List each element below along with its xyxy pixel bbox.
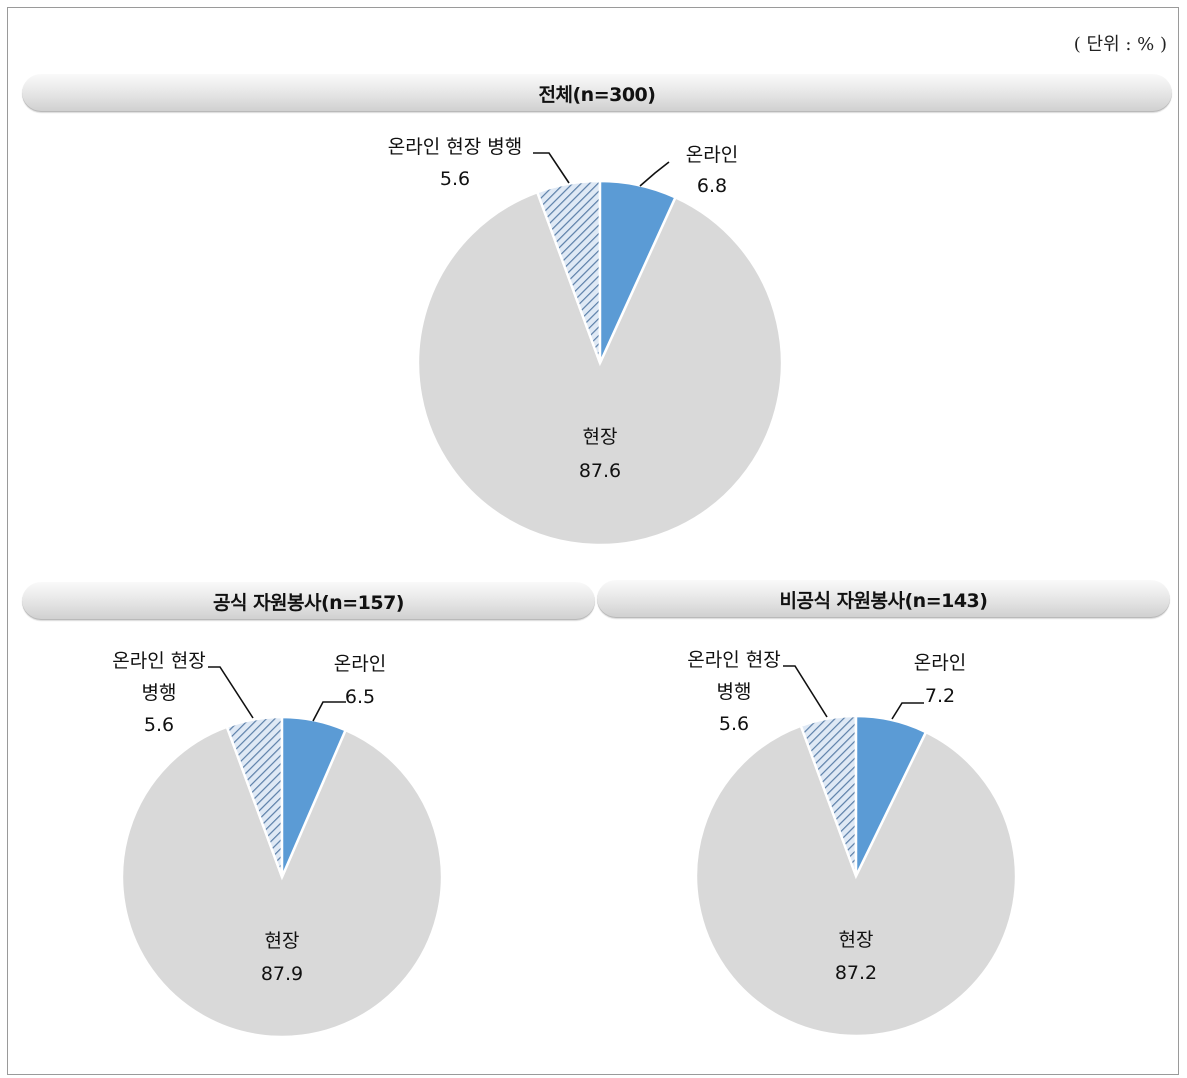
leader-line-online-onsite: [533, 152, 570, 184]
slice-value-online-onsite: 5.6: [719, 713, 749, 735]
slice-value-online-onsite: 5.6: [440, 168, 470, 190]
pie-slice-onsite: [416, 190, 784, 547]
slice-label-online-onsite-line2: 병행: [717, 681, 752, 703]
slice-label-onsite: 현장: [839, 929, 874, 951]
slice-value-onsite: 87.9: [261, 963, 303, 985]
leader-line-online-onsite: [783, 665, 828, 718]
leader-line-online-onsite: [208, 666, 254, 719]
pie-slice-online: [854, 714, 928, 877]
slice-value-onsite: 87.2: [835, 962, 877, 984]
leader-line-online: [639, 161, 670, 187]
slice-value-online: 6.5: [345, 686, 375, 708]
pie-slice-online: [280, 715, 348, 878]
pie-slice-onsite: [120, 725, 444, 1039]
pie-slice-online: [598, 179, 678, 364]
slice-value-online: 7.2: [925, 685, 955, 707]
chart-title-formal: 공식 자원봉사(n=157): [22, 582, 595, 620]
slice-value-onsite: 87.6: [579, 460, 621, 482]
slice-label-online-onsite-line1: 온라인 현장: [112, 650, 205, 672]
slice-label-onsite: 현장: [583, 426, 618, 448]
slice-label-online-onsite-line1: 온라인 현장: [687, 649, 780, 671]
slice-value-online-onsite: 5.6: [144, 714, 174, 736]
unit-label: ( 단위 : % ): [1073, 34, 1167, 55]
chart-title-informal: 비공식 자원봉사(n=143): [597, 580, 1170, 618]
slice-label-online: 온라인: [686, 144, 738, 166]
slice-label-online-onsite-line2: 병행: [142, 682, 177, 704]
pie-slice-onsite: [694, 724, 1018, 1038]
slice-label-onsite: 현장: [265, 930, 300, 952]
figure-frame: [7, 7, 1179, 1075]
slice-value-online: 6.8: [697, 175, 727, 197]
slice-label-online-onsite: 온라인 현장 병행: [388, 136, 522, 158]
leader-line-online: [891, 702, 924, 720]
leader-line-online: [312, 701, 346, 722]
slice-label-online: 온라인: [334, 653, 386, 675]
slice-label-online: 온라인: [914, 652, 966, 674]
chart-title-total: 전체(n=300): [22, 74, 1172, 112]
